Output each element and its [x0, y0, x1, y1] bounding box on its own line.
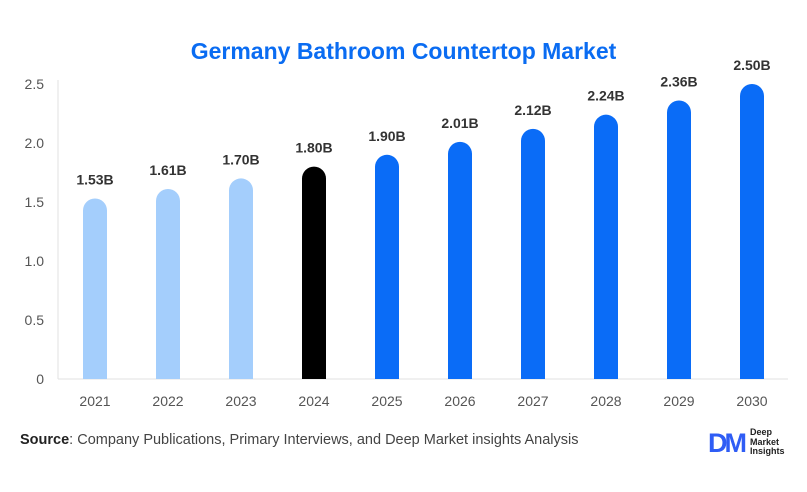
- x-tick-label: 2023: [225, 393, 256, 409]
- source-text: : Company Publications, Primary Intervie…: [69, 432, 579, 448]
- data-label: 1.53B: [76, 171, 113, 187]
- company-logo: DM Deep Market Insights: [708, 426, 798, 460]
- logo-mark-icon: DM: [708, 428, 747, 458]
- bar-2027: [521, 128, 545, 379]
- bar-2021: [83, 198, 107, 379]
- data-label: 1.70B: [222, 151, 259, 167]
- data-labels: 1.53B 1.61B 1.70B 1.80B 1.90B 2.01B 2.12B 2.24B…: [76, 57, 770, 187]
- data-label: 2.50B: [733, 57, 770, 73]
- data-label: 2.24B: [587, 88, 624, 104]
- bar-2024: [302, 166, 326, 379]
- bar-2030: [740, 84, 764, 379]
- data-label: 2.36B: [660, 74, 697, 90]
- x-tick-label: 2029: [663, 393, 694, 409]
- x-tick-label: 2025: [371, 393, 402, 409]
- bar-2029: [667, 100, 691, 379]
- x-tick-label: 2030: [736, 393, 767, 409]
- x-tick-label: 2026: [444, 393, 475, 409]
- data-label: 1.61B: [149, 162, 186, 178]
- logo-text: Deep Market Insights: [750, 427, 785, 457]
- source-note: Source: Company Publications, Primary In…: [20, 432, 579, 448]
- logo-line-2: Market: [750, 436, 780, 447]
- x-axis: 2021 2022 2023 2024 2025 2026 2027 2028 2029 2030: [58, 378, 788, 409]
- bar-2023: [229, 178, 253, 379]
- bar-2026: [448, 141, 473, 379]
- data-label: 1.80B: [295, 140, 332, 156]
- y-tick-label: 0: [36, 371, 44, 387]
- y-axis: 0 0.5 1.0 1.5 2.0 2.5: [25, 76, 59, 387]
- bar-chart: 00.51.01.52.02.5 2021 2022 2023 2024 2025 202…: [25, 57, 788, 409]
- bar-2025: [375, 154, 399, 379]
- logo-line-3: Insights: [750, 446, 785, 456]
- y-tick-label: 1.0: [25, 253, 45, 269]
- y-tick-label: 2.5: [25, 76, 45, 92]
- x-tick-label: 2022: [152, 393, 183, 409]
- logo-line-1: Deep: [750, 427, 773, 437]
- data-label: 2.01B: [441, 115, 478, 131]
- chart-title: Germany Bathroom Countertop Market: [190, 38, 617, 64]
- bar-2028: [594, 114, 618, 380]
- y-tick-label: 1.5: [25, 194, 45, 210]
- x-tick-label: 2028: [590, 393, 621, 409]
- bar-2022: [156, 189, 180, 379]
- data-label: 1.90B: [368, 128, 405, 144]
- bars: [83, 84, 764, 380]
- x-tick-label: 2027: [517, 393, 548, 409]
- y-tick-label: 0.5: [25, 312, 45, 328]
- data-label: 2.12B: [514, 102, 551, 118]
- source-label: Source: [20, 432, 70, 448]
- x-tick-label: 2021: [79, 393, 110, 409]
- y-tick-label: 2.0: [25, 135, 45, 151]
- x-tick-label: 2024: [298, 393, 329, 409]
